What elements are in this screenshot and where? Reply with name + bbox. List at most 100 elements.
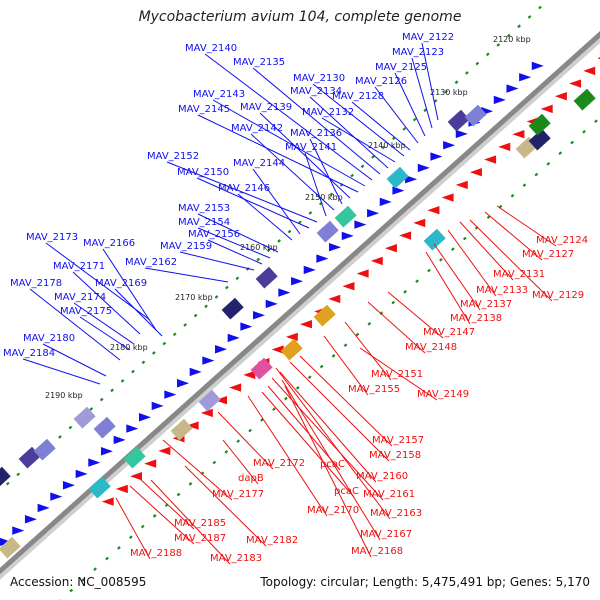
reverse-gene-label-leader <box>447 229 497 297</box>
forward-gene-label-leader <box>394 72 426 137</box>
reverse-gene-label-leader <box>279 371 377 483</box>
reverse-gene-label: MAV_2133 <box>476 285 528 296</box>
tick-dot-inner <box>212 460 217 465</box>
forward-gene-arrow <box>506 84 519 93</box>
forward-gene-arrow <box>354 220 367 229</box>
forward-gene-arrow <box>50 492 63 501</box>
reverse-gene-label: dapB <box>238 473 264 484</box>
tick-dot-inner <box>522 183 527 188</box>
forward-gene-label: MAV_2123 <box>392 47 444 58</box>
forward-gene-label: MAV_2140 <box>185 43 237 54</box>
forward-gene-label-leader <box>73 302 135 345</box>
feature-box <box>423 228 446 251</box>
reverse-gene-arrow <box>200 408 213 418</box>
accession-text: Accession: NC_008595 <box>10 575 147 589</box>
tick-dot-outer <box>16 472 21 477</box>
forward-gene-arrow <box>417 163 430 173</box>
forward-gene-label: MAV_2126 <box>355 76 407 87</box>
forward-gene-label: MAV_2174 <box>54 292 106 303</box>
tick-dot-inner <box>462 236 467 241</box>
forward-gene-label: MAV_2152 <box>147 151 199 162</box>
forward-gene-arrow <box>240 322 253 331</box>
forward-gene-label: MAV_2159 <box>160 241 212 252</box>
feature-box <box>280 338 303 361</box>
forward-gene-label-leader <box>207 239 263 265</box>
tick-dot-inner <box>140 524 145 529</box>
reverse-gene-label: MAV_2148 <box>405 342 457 353</box>
tick-label: 2160 kbp <box>240 243 278 252</box>
reverse-gene-label: MAV_2149 <box>417 389 469 400</box>
reverse-gene-label: MAV_2161 <box>363 489 415 500</box>
forward-gene-arrow <box>189 367 202 377</box>
forward-gene-arrow <box>316 254 329 263</box>
feature-box <box>0 466 11 489</box>
forward-gene-arrow <box>493 95 506 105</box>
reverse-gene-label-leader <box>484 211 543 261</box>
reverse-gene-label-leader <box>289 361 390 462</box>
tick-dot-outer <box>360 164 365 169</box>
forward-gene-label: MAV_2180 <box>23 333 75 344</box>
tick-dot-inner <box>188 482 193 486</box>
forward-gene-label-leader <box>252 67 381 175</box>
feature-box <box>573 88 596 111</box>
reverse-gene-label-leader <box>271 377 384 501</box>
tick-dot-inner <box>319 364 324 369</box>
forward-gene-arrow <box>202 356 215 365</box>
topology-text: Topology: circular; Length: 5,475,491 bp… <box>260 575 590 589</box>
forward-gene-arrow <box>151 401 164 411</box>
tick-dot-inner <box>510 194 515 198</box>
reverse-gene-label-leader <box>129 485 195 545</box>
forward-gene-label: MAV_2175 <box>60 306 112 317</box>
tick-dot-outer <box>381 145 386 150</box>
reverse-gene-arrow <box>583 66 596 76</box>
tick-label: 2140 kbp <box>368 141 406 150</box>
map-title: Mycobacterium avium 104, complete genome <box>138 9 462 25</box>
tick-dot-outer <box>120 379 125 383</box>
forward-gene-label-leader <box>321 117 396 163</box>
forward-gene-label-leader <box>312 83 405 157</box>
reverse-gene-label-leader <box>284 385 372 558</box>
tick-dot-outer <box>183 323 188 327</box>
reverse-gene-arrow <box>597 57 600 60</box>
forward-gene-label-leader <box>197 114 359 193</box>
forward-gene-label-leader <box>252 168 301 235</box>
reverse-gene-arrow <box>569 79 582 88</box>
reverse-gene-label: MAV_2177 <box>212 489 264 500</box>
tick-dot-outer <box>58 435 62 439</box>
tick-dot-inner <box>176 492 181 497</box>
reverse-gene-label-leader <box>459 221 514 281</box>
forward-gene-label: MAV_2156 <box>188 229 240 240</box>
forward-gene-arrow <box>12 526 25 535</box>
reverse-gene-label-leader <box>323 335 369 396</box>
reverse-gene-label-leader <box>115 497 151 560</box>
feature-box <box>88 476 111 499</box>
reverse-gene-label-leader <box>359 347 438 401</box>
tick-label: 2120 kbp <box>493 35 531 44</box>
forward-gene-arrow <box>443 141 456 150</box>
forward-gene-label-leader <box>237 193 293 241</box>
tick-dot-outer <box>89 407 94 411</box>
tick-dot-inner <box>117 546 121 550</box>
reverse-gene-label: MAV_2155 <box>348 384 400 395</box>
reverse-gene-label: MAV_2167 <box>360 529 412 540</box>
reverse-gene-label-leader <box>344 321 392 381</box>
tick-dot-inner <box>236 439 241 444</box>
reverse-gene-arrow <box>554 92 567 101</box>
forward-gene-label: MAV_2171 <box>53 261 105 272</box>
reverse-gene-arrow <box>427 206 440 215</box>
feature-box <box>221 297 244 320</box>
reverse-gene-arrow <box>243 370 256 380</box>
reverse-gene-arrow <box>484 155 497 164</box>
forward-gene-arrow <box>24 515 37 524</box>
forward-gene-label-leader <box>351 101 411 151</box>
forward-gene-label-leader <box>144 267 229 283</box>
forward-gene-arrow <box>62 481 75 490</box>
tick-dot-inner <box>403 290 408 294</box>
forward-gene-label: MAV_2153 <box>178 203 230 214</box>
forward-gene-label: MAV_2146 <box>218 183 270 194</box>
forward-gene-label: MAV_2135 <box>233 57 285 68</box>
forward-gene-label-leader <box>114 288 163 337</box>
reverse-gene-label: MAV_2157 <box>372 435 424 446</box>
reverse-gene-arrow <box>186 421 199 430</box>
